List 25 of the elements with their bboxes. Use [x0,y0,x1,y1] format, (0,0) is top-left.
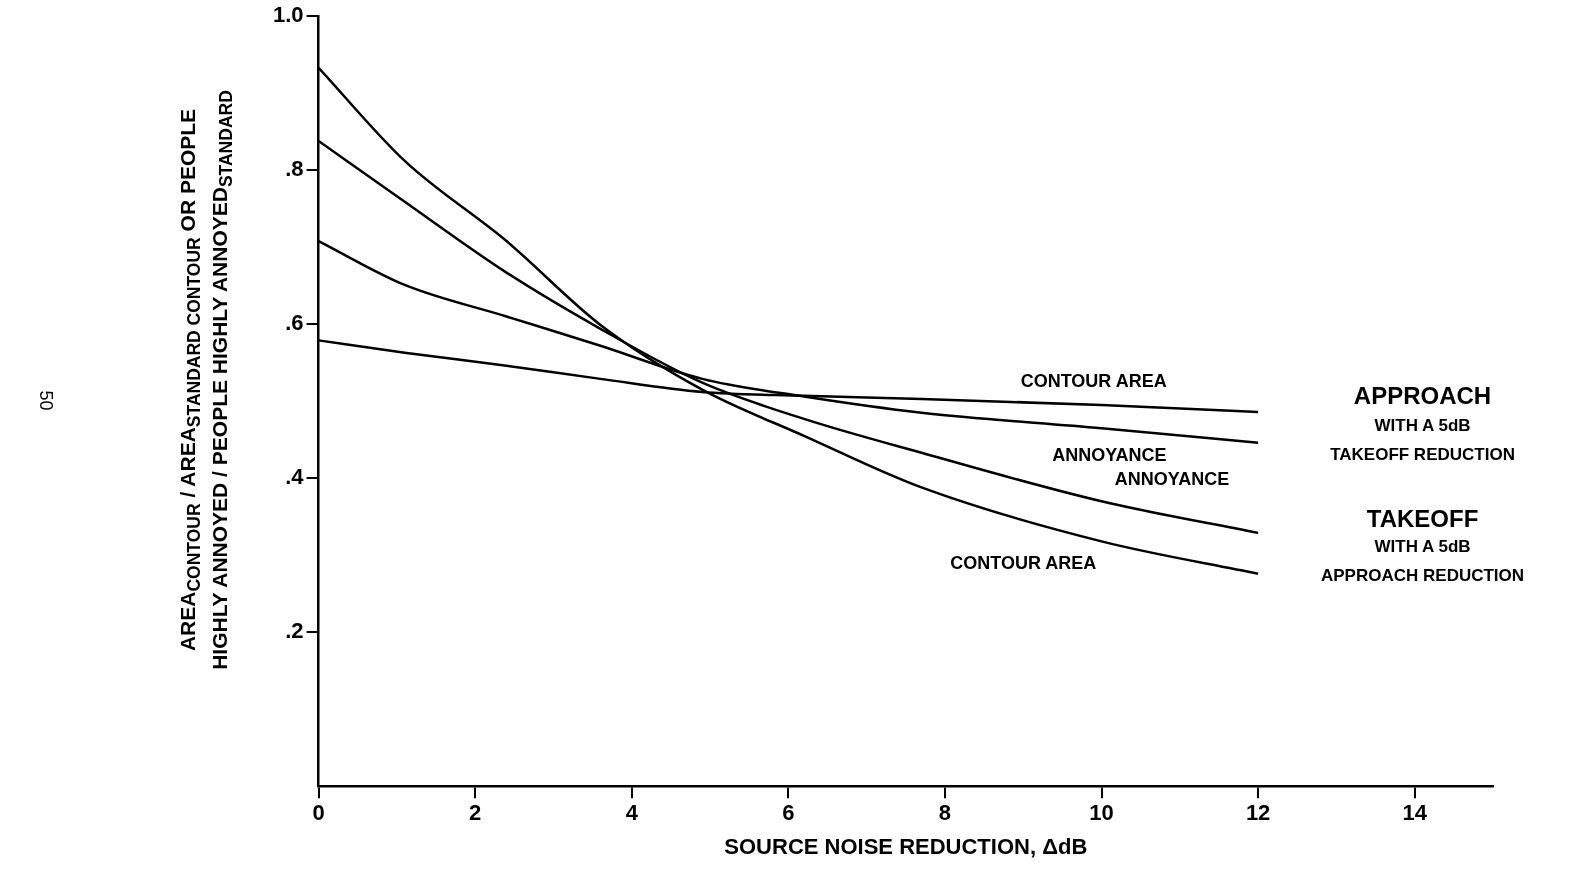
x-tick-label: 12 [1245,800,1271,826]
y-tick-label: .2 [285,618,304,644]
y-tick-label: 1.0 [272,2,304,28]
annotation: APPROACH [1353,381,1492,409]
x-tick-label: 2 [469,800,482,826]
y-tick-label: .4 [285,464,305,490]
annotation: APPROACH REDUCTION [1321,565,1525,585]
annotation: TAKEOFF REDUCTION [1330,444,1515,464]
y-tick-label: .6 [285,310,304,336]
x-tick-label: 6 [782,800,795,826]
annotation: CONTOUR AREA [1020,370,1167,391]
x-tick-label: 10 [1089,800,1114,826]
annotation: ANNOYANCE [1114,469,1230,490]
x-axis-title: SOURCE NOISE REDUCTION, ΔdB [724,833,1088,859]
annotation: ANNOYANCE [1052,444,1167,465]
annotation: CONTOUR AREA [950,553,1097,574]
annotation: WITH A 5dB [1374,537,1471,557]
x-tick-label: 14 [1402,800,1428,826]
x-tick-label: 0 [312,800,325,826]
text: 50 [34,390,56,411]
y-tick-label: .8 [285,156,304,182]
x-tick-label: 8 [938,800,952,826]
x-tick-label: 4 [625,800,639,826]
annotation: TAKEOFF [1366,505,1479,533]
annotation: WITH A 5dB [1374,415,1471,435]
